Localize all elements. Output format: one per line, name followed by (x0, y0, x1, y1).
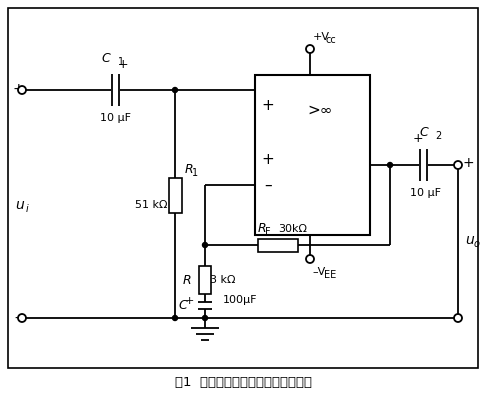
Circle shape (454, 314, 462, 322)
Text: 10 μF: 10 μF (410, 188, 440, 198)
Text: +: + (12, 82, 24, 96)
Text: F: F (265, 227, 271, 237)
Bar (258, 239, 298, 252)
Text: +: + (185, 296, 194, 306)
Circle shape (454, 161, 462, 169)
Text: 100μF: 100μF (223, 295, 258, 305)
Text: u: u (16, 198, 24, 212)
Text: C: C (101, 52, 110, 66)
Text: 1: 1 (192, 168, 198, 177)
Circle shape (203, 243, 208, 247)
Circle shape (18, 314, 26, 322)
Text: –: – (264, 177, 272, 193)
Text: 51 kΩ: 51 kΩ (135, 200, 168, 210)
Text: 1: 1 (118, 57, 124, 67)
Text: R: R (183, 274, 191, 287)
Text: 2: 2 (435, 131, 441, 141)
Circle shape (306, 45, 314, 53)
Bar (199, 266, 211, 294)
Text: 图1  双电源同相输入式交流放大电路: 图1 双电源同相输入式交流放大电路 (174, 376, 312, 389)
Text: +: + (462, 156, 474, 170)
Text: 30kΩ: 30kΩ (278, 224, 307, 234)
Text: R: R (258, 222, 267, 235)
Text: +: + (117, 58, 128, 71)
Text: 3 kΩ: 3 kΩ (210, 275, 236, 285)
Text: –V: –V (312, 267, 325, 277)
Text: EE: EE (324, 270, 336, 280)
Circle shape (387, 162, 393, 168)
Circle shape (18, 86, 26, 94)
Text: +V: +V (313, 32, 330, 42)
Circle shape (173, 316, 177, 320)
Text: 10 μF: 10 μF (100, 113, 131, 123)
Circle shape (203, 316, 208, 320)
Text: o: o (474, 239, 480, 249)
Text: C: C (419, 127, 428, 139)
Text: i: i (26, 204, 28, 214)
Text: +: + (412, 132, 423, 145)
Bar (255, 75, 370, 235)
Text: +: + (261, 98, 275, 112)
Circle shape (306, 255, 314, 263)
Bar (169, 177, 181, 212)
Text: >∞: >∞ (308, 102, 333, 118)
Text: cc: cc (325, 35, 336, 45)
Text: u: u (466, 233, 474, 247)
Circle shape (173, 87, 177, 93)
Text: +: + (261, 152, 275, 168)
Text: –: – (15, 312, 21, 326)
Text: R: R (185, 163, 193, 176)
Text: C: C (179, 299, 188, 312)
